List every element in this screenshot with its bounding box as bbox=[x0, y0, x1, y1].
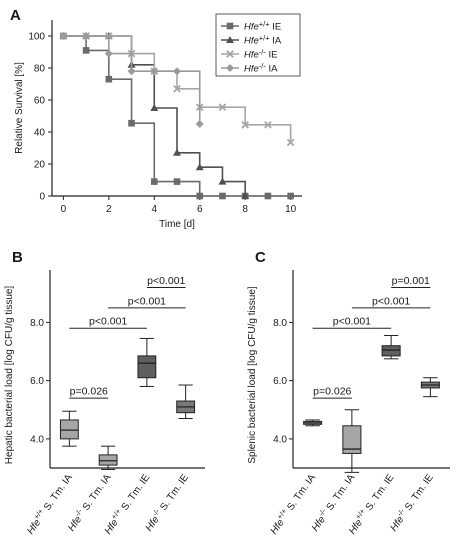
data-point bbox=[218, 103, 227, 112]
series-0 bbox=[60, 32, 294, 200]
y-tick-label: 20 bbox=[34, 160, 46, 171]
data-point bbox=[219, 192, 226, 200]
x-tick-label: 10 bbox=[285, 204, 297, 215]
panel-label: C bbox=[255, 249, 266, 266]
panel-label: B bbox=[12, 249, 23, 266]
box-3 bbox=[176, 384, 196, 419]
box-body bbox=[342, 425, 362, 454]
legend-marker bbox=[226, 36, 234, 43]
panel-a: A 0 20 40 60 80 100 0 2 4 6 8 10 Time [d] Relative Sur… bbox=[10, 7, 302, 230]
box-0 bbox=[59, 410, 79, 447]
box-3 bbox=[420, 377, 440, 398]
data-point bbox=[286, 138, 295, 147]
data-point bbox=[82, 47, 90, 54]
data-point bbox=[150, 67, 159, 76]
legend-entry: Hfe+/+ IE bbox=[244, 20, 281, 33]
p-value-label: p=0.026 bbox=[70, 386, 108, 398]
legend-entry: Hfe-/- IA bbox=[244, 62, 278, 75]
data-point bbox=[127, 67, 136, 76]
box-1 bbox=[98, 445, 118, 470]
data-point bbox=[195, 120, 204, 128]
data-point bbox=[218, 177, 227, 185]
p-value-label: p<0.001 bbox=[128, 295, 166, 307]
comparison-0: p=0.026 bbox=[312, 386, 352, 399]
comparison-2: p<0.001 bbox=[351, 295, 431, 309]
box-body bbox=[59, 419, 79, 440]
x-tick-label: 2 bbox=[106, 204, 112, 215]
legend-marker bbox=[226, 22, 234, 30]
series-line bbox=[63, 35, 291, 197]
data-point bbox=[287, 192, 294, 200]
y-tick-label: 80 bbox=[34, 64, 46, 75]
data-point bbox=[82, 32, 91, 40]
y-tick-label: 100 bbox=[28, 32, 45, 43]
series-line bbox=[63, 35, 201, 124]
y-tick-label: 6.0 bbox=[273, 376, 287, 387]
legend-entry: Hfe-/- IE bbox=[244, 48, 278, 61]
comparison-2: p<0.001 bbox=[108, 295, 186, 309]
p-value-label: p<0.001 bbox=[333, 316, 371, 328]
box-1 bbox=[342, 409, 362, 473]
p-value-label: p<0.001 bbox=[372, 295, 410, 307]
legend-entry: Hfe+/+ IA bbox=[244, 34, 282, 47]
box-2 bbox=[137, 337, 157, 387]
comparison-3: p<0.001 bbox=[146, 275, 186, 288]
p-value-label: p=0.001 bbox=[392, 275, 430, 287]
box-body bbox=[137, 355, 157, 379]
y-axis-title: Hepatic bacterial load [log CFU/g tissue… bbox=[4, 286, 15, 465]
data-point bbox=[196, 192, 204, 200]
data-point bbox=[264, 192, 272, 200]
panel-c: C 4.0 6.0 8.0 Splenic bacterial load [log CF… bbox=[247, 249, 450, 537]
data-point bbox=[264, 120, 272, 129]
legend-marker bbox=[226, 50, 234, 58]
y-tick-label: 4.0 bbox=[273, 434, 287, 445]
series-3 bbox=[59, 32, 204, 128]
p-value-label: p<0.001 bbox=[147, 275, 185, 287]
y-axis-title: Splenic bacterial load [log CFU/g tissue… bbox=[247, 286, 258, 464]
y-tick-label: 6.0 bbox=[30, 376, 44, 387]
x-tick-label: 0 bbox=[61, 204, 67, 215]
series-2 bbox=[59, 32, 295, 147]
data-point bbox=[150, 178, 158, 185]
data-point bbox=[104, 49, 113, 58]
data-point bbox=[241, 120, 250, 129]
y-tick-label: 4.0 bbox=[30, 434, 44, 445]
data-point bbox=[105, 75, 113, 83]
comparison-3: p=0.001 bbox=[391, 275, 431, 288]
data-point bbox=[173, 148, 181, 156]
comparison-1: p<0.001 bbox=[312, 316, 392, 329]
legend-marker bbox=[226, 64, 234, 72]
data-point bbox=[59, 32, 68, 40]
y-tick-label: 8.0 bbox=[30, 318, 44, 329]
panel-label: A bbox=[10, 7, 21, 24]
box-2 bbox=[381, 335, 401, 360]
data-point bbox=[195, 163, 204, 171]
box-body bbox=[98, 454, 118, 466]
data-point bbox=[173, 67, 181, 76]
data-point bbox=[173, 178, 181, 185]
box-body bbox=[381, 345, 401, 357]
box-0 bbox=[303, 419, 323, 427]
comparison-0: p=0.026 bbox=[69, 386, 109, 399]
y-tick-label: 0 bbox=[39, 192, 45, 203]
data-point bbox=[173, 84, 181, 93]
data-point bbox=[241, 192, 250, 199]
y-tick-label: 40 bbox=[34, 128, 46, 139]
data-point bbox=[150, 104, 159, 111]
x-tick-label: 8 bbox=[242, 204, 248, 215]
panel-b: B 4.0 6.0 8.0 Hepatic bacterial load [log CF… bbox=[4, 249, 205, 537]
p-value-label: p<0.001 bbox=[89, 316, 127, 328]
x-tick-label: 4 bbox=[151, 204, 157, 215]
x-tick-label: 6 bbox=[197, 204, 203, 215]
x-axis-title: Time [d] bbox=[159, 219, 195, 230]
comparison-1: p<0.001 bbox=[69, 316, 147, 329]
y-axis-title: Relative Survival [%] bbox=[14, 62, 25, 154]
p-value-label: p=0.026 bbox=[313, 386, 351, 398]
y-tick-label: 60 bbox=[34, 96, 46, 107]
y-tick-label: 8.0 bbox=[273, 318, 287, 329]
data-point bbox=[128, 119, 135, 127]
